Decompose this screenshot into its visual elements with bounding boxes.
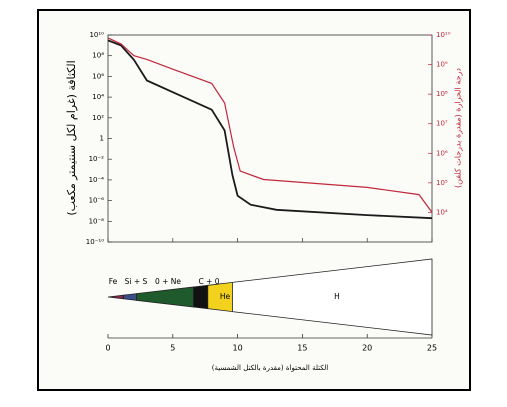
y-tick-label: 10⁻² — [89, 155, 105, 163]
y-tick-label: 10⁻⁸ — [89, 217, 105, 225]
y-tick-label: 10⁶ — [92, 72, 104, 80]
line — [107, 39, 433, 220]
y-tick-label: 10⁻¹⁰ — [86, 238, 104, 246]
x-tick-label: 0 — [105, 344, 110, 353]
x-tick-label: 20 — [362, 344, 372, 353]
y2-tick-label: 10¹⁰ — [436, 31, 451, 39]
star-layer — [193, 284, 209, 310]
star-layer — [123, 293, 137, 301]
y2-tick-label: 10⁵ — [436, 179, 448, 187]
y-tick-label: 10⁻⁶ — [89, 197, 105, 205]
x-tick-label: 5 — [170, 344, 175, 353]
y2-tick-label: 10⁸ — [436, 90, 448, 98]
y2-tick-label: 10⁶ — [436, 149, 448, 157]
y-tick-label: 10⁸ — [92, 52, 104, 60]
y-tick-label: 10⁻⁴ — [89, 176, 105, 184]
y2-tick-label: 10⁷ — [436, 120, 448, 128]
x-tick-label: 10 — [233, 344, 243, 353]
line — [107, 37, 433, 213]
layer-label: C + 0 — [198, 277, 219, 286]
y2-tick-label: 10⁴ — [436, 208, 448, 216]
layer-label: Si + S — [125, 277, 148, 286]
x-tick-label: 15 — [297, 344, 307, 353]
y-tick-label: 10² — [92, 114, 104, 122]
y-tick-label: 10¹⁰ — [89, 31, 104, 39]
layer-label: 0 + Ne — [155, 277, 181, 286]
y2-tick-label: 10⁹ — [436, 61, 448, 69]
layer-label: H — [334, 292, 340, 301]
x-axis-label: الكتلة المحتواة (مقدرة بالكتل الشمسية) — [212, 364, 329, 372]
layer-label: He — [220, 292, 231, 301]
y2-axis-label: درجة الحرارة (مقدرة بدرجات كلفن) — [454, 68, 463, 188]
y-axis-label: الكثافة (غرام لكل سنتيمتر مكعب) — [65, 60, 78, 215]
layer-label: Fe — [109, 277, 118, 286]
x-tick-label: 25 — [427, 344, 437, 353]
y-tick-label: 10⁴ — [92, 93, 104, 101]
y-tick-label: 1 — [100, 135, 104, 143]
